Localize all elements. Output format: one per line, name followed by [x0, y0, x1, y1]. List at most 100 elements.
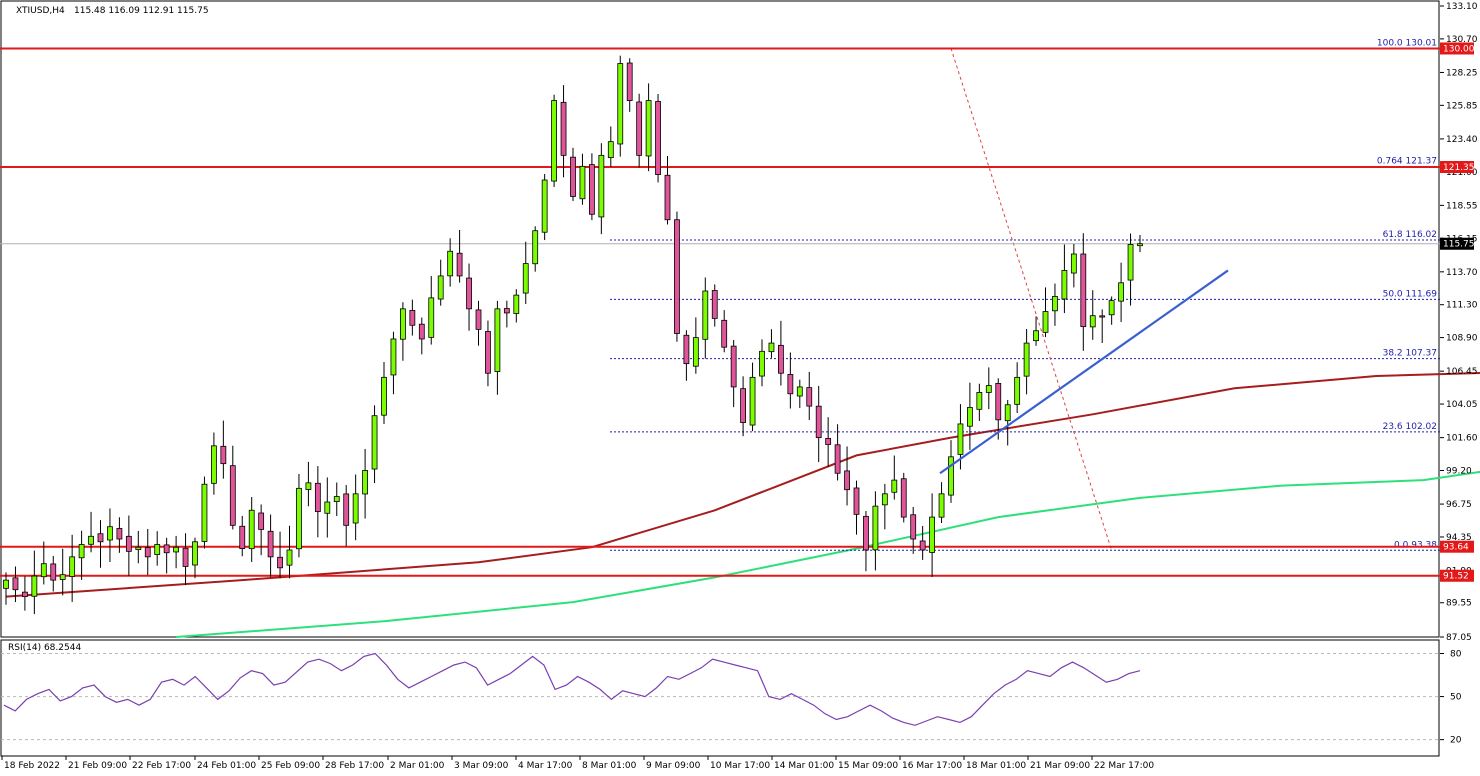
candle-body [40, 563, 47, 578]
x-tick-label: 25 Feb 09:00 [261, 761, 320, 771]
x-tick-label: 28 Feb 17:00 [325, 761, 384, 771]
candle-body [31, 575, 38, 597]
candle-115 [1089, 290, 1096, 340]
candle-103 [976, 383, 983, 421]
x-tick-label: 21 Feb 09:00 [68, 761, 127, 771]
candle-32 [305, 461, 312, 507]
candle-20 [192, 537, 198, 579]
candle-body [910, 514, 917, 540]
candle-27 [258, 504, 265, 556]
candle-117 [1108, 296, 1115, 325]
candle-26 [248, 496, 255, 562]
candle-41 [390, 331, 397, 395]
candle-body [891, 479, 898, 493]
x-tick-label: 10 Mar 17:00 [710, 761, 770, 771]
candle-108 [1023, 328, 1030, 395]
candle-4 [40, 541, 47, 585]
candle-body [97, 533, 104, 543]
candle-body [154, 544, 161, 555]
candle-body [173, 546, 180, 553]
candle-body [1014, 376, 1021, 405]
candle-body [456, 252, 463, 277]
candle-104 [985, 367, 992, 410]
candle-16 [154, 531, 161, 566]
current-price-tag [1440, 237, 1474, 250]
candle-52 [494, 300, 501, 395]
candle-body [239, 525, 246, 550]
candle-85 [806, 371, 813, 420]
candle-body [1080, 253, 1087, 328]
candle-61 [579, 153, 586, 205]
x-tick-label: 18 Feb 2022 [4, 761, 60, 771]
candle-37 [352, 474, 359, 541]
candle-9 [88, 511, 94, 553]
candle-96 [910, 507, 917, 554]
y-tick-label: 118.55 [1446, 201, 1478, 211]
ma-slow-line [5, 371, 1480, 598]
candle-body [475, 309, 482, 330]
candle-34 [324, 477, 331, 538]
candle-body [296, 487, 302, 550]
candle-89 [844, 446, 850, 506]
candle-body [1042, 311, 1049, 333]
candlesticks [3, 55, 1143, 615]
candle-90 [853, 480, 860, 535]
candle-44 [418, 317, 425, 355]
fib-level-label: 50.0 111.69 [1383, 289, 1438, 299]
candle-body [749, 376, 756, 426]
candle-body [314, 482, 321, 513]
candle-body [78, 544, 85, 559]
candle-body [50, 563, 57, 581]
x-tick-label: 22 Feb 17:00 [132, 761, 191, 771]
candle-99 [938, 482, 945, 523]
candle-body [740, 388, 746, 423]
fib-diagonal-line [950, 48, 1113, 551]
y-tick-label: 94.35 [1446, 533, 1472, 543]
candle-58 [551, 94, 557, 187]
candle-body [683, 334, 690, 365]
candle-body [919, 540, 926, 551]
candle-102 [967, 382, 973, 450]
candle-49 [466, 263, 472, 331]
candle-body [711, 290, 718, 319]
candle-7 [69, 534, 76, 602]
level-price-tag [1440, 161, 1474, 174]
candle-body [551, 100, 557, 182]
candle-21 [201, 476, 208, 549]
candle-body [589, 164, 595, 215]
candle-110 [1042, 287, 1049, 338]
candle-body [163, 544, 170, 554]
y-tick-label: 128.25 [1446, 68, 1478, 78]
candle-6 [59, 548, 66, 596]
candle-body [721, 319, 728, 348]
rsi-level-label: 50 [1450, 693, 1462, 703]
candle-94 [891, 455, 898, 500]
candle-body [815, 405, 822, 439]
candle-46 [437, 259, 444, 306]
candle-body [645, 100, 652, 157]
candle-81 [768, 329, 775, 358]
x-tick-label: 15 Mar 09:00 [838, 761, 898, 771]
candle-80 [759, 339, 765, 387]
candle-60 [570, 147, 576, 201]
candle-body [900, 478, 907, 518]
candle-29 [277, 531, 283, 579]
candle-body [59, 574, 66, 580]
candle-body [399, 308, 406, 340]
candle-31 [296, 473, 302, 558]
candle-3 [31, 550, 38, 615]
candle-body [579, 165, 586, 200]
candle-87 [825, 417, 832, 467]
fibonacci-levels: 100.0 130.01 0.764 121.37 61.8 116.02 50.0 … [610, 38, 1440, 551]
fib-level-label: 100.0 130.01 [1377, 38, 1437, 48]
candle-88 [834, 424, 841, 481]
candle-64 [607, 126, 614, 168]
candle-33 [314, 466, 321, 538]
candle-body [872, 505, 879, 551]
candle-97 [919, 525, 926, 560]
candle-body [428, 297, 435, 338]
candle-body [343, 493, 350, 526]
candle-84 [796, 379, 803, 408]
time-axis: 18 Feb 2022 21 Feb 09:00 22 Feb 17:00 24 Fe… [1, 756, 1154, 771]
